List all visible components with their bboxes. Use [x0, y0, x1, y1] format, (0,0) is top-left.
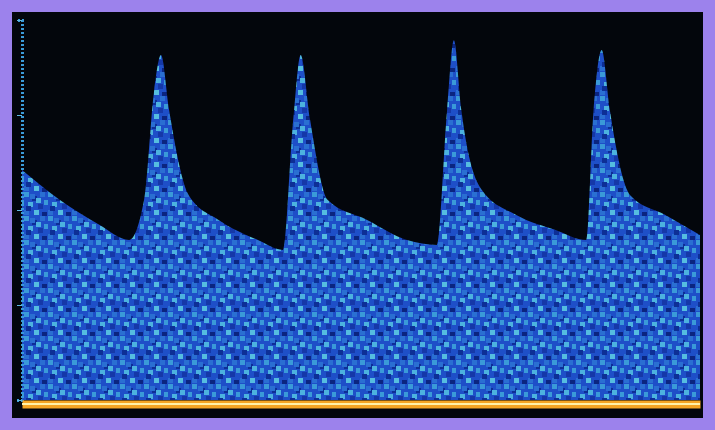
plot-area — [22, 40, 700, 400]
display-background — [12, 12, 703, 418]
y-tick-mark — [17, 210, 22, 211]
doppler-waveform — [22, 40, 700, 400]
y-axis — [17, 21, 23, 401]
x-axis — [22, 404, 701, 406]
baseline-highlight — [22, 403, 700, 405]
y-tick — [17, 305, 22, 306]
y-tick — [17, 400, 22, 401]
y-tick-mark — [17, 400, 22, 401]
y-tick — [17, 115, 22, 116]
y-tick-mark — [17, 115, 22, 116]
y-axis-line — [17, 21, 23, 401]
frame — [0, 0, 715, 430]
y-tick — [17, 210, 22, 211]
y-tick — [17, 20, 22, 21]
y-tick-mark — [17, 305, 22, 306]
baseline — [23, 401, 701, 409]
canvas — [0, 0, 715, 430]
y-tick-mark — [17, 20, 22, 21]
